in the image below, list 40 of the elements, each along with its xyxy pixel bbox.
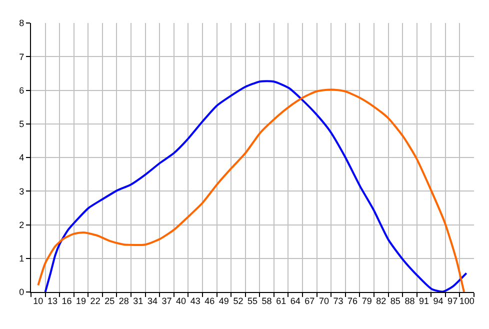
x-tick-label: 64: [290, 296, 300, 306]
y-tick-label: 6: [19, 85, 24, 96]
x-tick-label: 28: [118, 296, 129, 306]
x-tick-label: 25: [104, 296, 115, 306]
x-tick-label: 79: [362, 296, 372, 306]
x-tick-label: 82: [376, 296, 386, 306]
y-tick-label: 2: [19, 220, 24, 230]
y-tick-label: 4: [19, 152, 24, 163]
x-tick-label: 49: [218, 296, 229, 306]
x-tick-label: 91: [418, 296, 429, 306]
x-tick-label: 97: [448, 296, 458, 306]
y-tick-label: 8: [19, 18, 24, 28]
x-tick-label: 16: [62, 296, 72, 306]
y-tick-label: 5: [19, 119, 24, 130]
x-tick-label: 70: [318, 296, 329, 306]
x-tick-label: 40: [176, 296, 186, 306]
x-tick-label: 85: [390, 296, 400, 306]
y-tick-label: 7: [19, 52, 24, 62]
x-tick-label: 52: [233, 296, 244, 306]
x-tick-label: 22: [90, 296, 100, 306]
x-tick-label: 10: [33, 296, 44, 306]
x-tick-label: 46: [204, 296, 215, 306]
y-tick-label: 3: [19, 186, 24, 196]
x-tick-label: 19: [76, 296, 86, 306]
x-tick-label: 55: [247, 296, 258, 306]
x-tick-label: 67: [304, 296, 315, 306]
y-tick-label: 1: [19, 254, 24, 264]
x-tick-label: 73: [333, 296, 344, 306]
x-tick-label: 43: [190, 296, 200, 306]
x-tick-label: 76: [348, 296, 358, 306]
x-tick-label: 13: [47, 296, 58, 306]
x-tick-label: 31: [133, 296, 144, 306]
x-tick-label: 34: [147, 296, 158, 306]
y-tick-label: 0: [19, 287, 24, 298]
x-tick-label: 94: [433, 296, 444, 306]
x-tick-label: 88: [404, 296, 415, 306]
x-tick-label: 100: [459, 296, 474, 306]
x-tick-label: 37: [162, 296, 172, 306]
x-tick-label: 58: [262, 296, 272, 306]
x-tick-label: 61: [276, 296, 286, 306]
